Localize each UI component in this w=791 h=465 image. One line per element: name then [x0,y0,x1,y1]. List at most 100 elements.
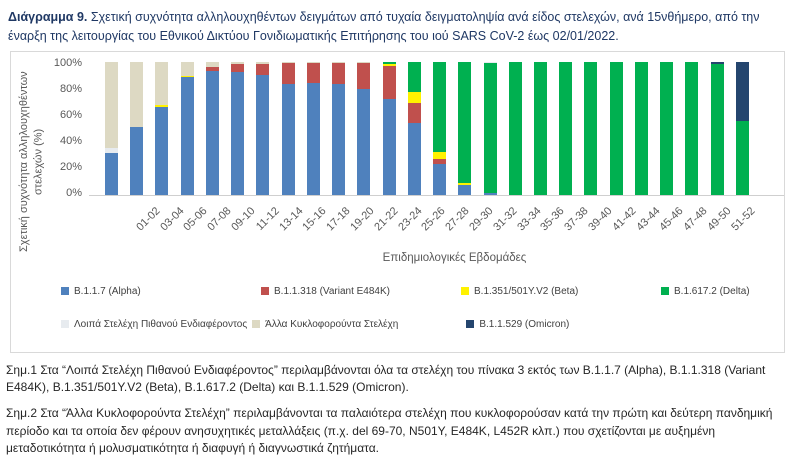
bar-segment [483,62,497,194]
x-tick-label: 33-34 [514,204,544,233]
bar-segment [155,61,169,106]
x-tick-label: 31-32 [491,204,520,233]
bar-segment [382,65,396,99]
bar-segment [458,185,472,195]
x-tick: 11-12 [254,200,282,250]
x-tick: 21-22 [372,200,400,250]
legend-swatch-icon [661,287,669,295]
bar-segment [357,89,371,195]
bar-segment [256,64,270,75]
bar-segment [483,61,497,63]
bar-19-20 [332,61,346,195]
x-tick-label: 47-48 [681,204,710,233]
x-tick: 05-06 [182,200,210,250]
footnote-1: Σημ.1 Στα “Λοιπά Στελέχη Πιθανού Ενδιαφέ… [6,362,766,394]
chart-caption-number: Διάγραμμα 9. [8,10,88,24]
bar-segment [205,70,219,195]
x-tick-label: 03-04 [157,204,187,233]
bar-37-38 [559,61,573,195]
legend-item: B.1.351/501Y.V2 (Beta) [461,286,661,297]
plot-area [89,61,784,196]
bar-17-18 [306,61,320,195]
y-tick-label: 80% [59,82,82,95]
bar-segment [155,105,169,107]
x-tick-label: 01-02 [134,204,163,233]
bar-segment [685,61,699,195]
x-tick-label: 05-06 [181,204,211,233]
bar-segment [357,61,371,63]
legend-label: B.1.617.2 (Delta) [674,285,750,297]
bar-segment [205,61,219,67]
legend-label: B.1.1.7 (Alpha) [74,285,141,297]
bar-segment [407,102,421,123]
legend: B.1.1.7 (Alpha) B.1.1.318 (Variant E484K)… [61,286,784,330]
bar-segment [281,84,295,195]
chart-caption-text: Σχετική συχνότητα αλληλουχηθέντων δειγμά… [8,10,760,43]
bar-11-12 [231,61,245,195]
x-tick-label: 17-18 [324,204,353,233]
bar-51-52 [735,61,749,195]
bar-segment [105,147,118,154]
bar-03-04 [130,61,144,195]
bar-23-24 [382,61,396,195]
bar-25-26 [407,61,421,195]
bar-segment [533,61,547,195]
legend-item: Λοιπά Στελέχη Πιθανού Ενδιαφέροντος [61,319,247,330]
bar-segment [306,82,320,195]
x-tick: 43-44 [634,200,662,250]
bar-segment [433,158,447,164]
bar-segment [130,126,144,195]
x-tick-label: 39-40 [586,204,615,233]
chart-container: Σχετική συχνότητα αλληλουχηθέντων στελεχ… [10,50,785,353]
legend-item: B.1.1.529 (Omicron) [466,319,569,330]
bar-segment [407,122,421,195]
y-axis-title: Σχετική συχνότητα αλληλουχηθέντων στελεχ… [18,71,45,252]
bar-segment [332,61,346,63]
bar-segment [130,61,144,127]
legend-swatch-icon [461,287,469,295]
bar-segment [735,61,749,122]
x-tick: 39-40 [586,200,614,250]
x-tick-label: 21-22 [372,204,401,233]
footnote-2: Σημ.2 Στα “Άλλα Κυκλοφορούντα Στελέχη” π… [6,406,773,456]
x-tick: 01-02 [134,200,162,250]
legend-swatch-icon [252,320,261,328]
bar-segment [332,62,346,85]
bar-01-02 [105,61,118,195]
x-axis-title: Επιδημιολογικές Εβδομάδες [382,251,527,264]
bar-segment [256,74,270,195]
legend-item: Άλλα Κυκλοφορούντα Στελέχη [252,319,398,330]
plot-row: 100% 80% 60% 40% 20% 0% [47,57,784,200]
bar-41-42 [609,61,623,195]
legend-item: B.1.617.2 (Delta) [661,286,791,297]
x-tick-label: 07-08 [205,204,234,233]
bar-07-08 [180,61,194,195]
bar-segment [205,66,219,71]
bar-segment [382,98,396,195]
x-tick-label: 41-42 [610,204,639,233]
x-tick: 13-14 [277,200,305,250]
legend-label: B.1.1.318 (Variant E484K) [274,285,390,297]
x-tick-label: 43-44 [633,204,663,233]
bar-segment [433,151,447,159]
x-tick-label: 45-46 [657,204,687,233]
y-tick-label: 60% [59,108,82,121]
bar-43-44 [634,61,648,195]
legend-label: B.1.1.529 (Omicron) [479,318,570,330]
chart-caption: Διάγραμμα 9. Σχετική συχνότητα αλληλουχη… [8,8,785,46]
bar-segment [458,61,472,183]
x-tick: 51-52 [729,200,757,250]
bar-segment [180,76,194,78]
legend-swatch-icon [61,320,69,328]
x-tick-label: 25-26 [419,204,449,233]
bar-31-32 [483,61,497,195]
legend-swatch-icon [261,287,269,295]
bar-segment [433,61,447,152]
bar-05-06 [155,61,169,195]
bar-segment [281,61,295,63]
x-tick: 23-24 [396,200,424,250]
bar-segment [483,193,497,195]
bar-45-46 [660,61,674,195]
x-tick: 35-36 [539,200,567,250]
y-tick-label: 20% [59,161,82,174]
